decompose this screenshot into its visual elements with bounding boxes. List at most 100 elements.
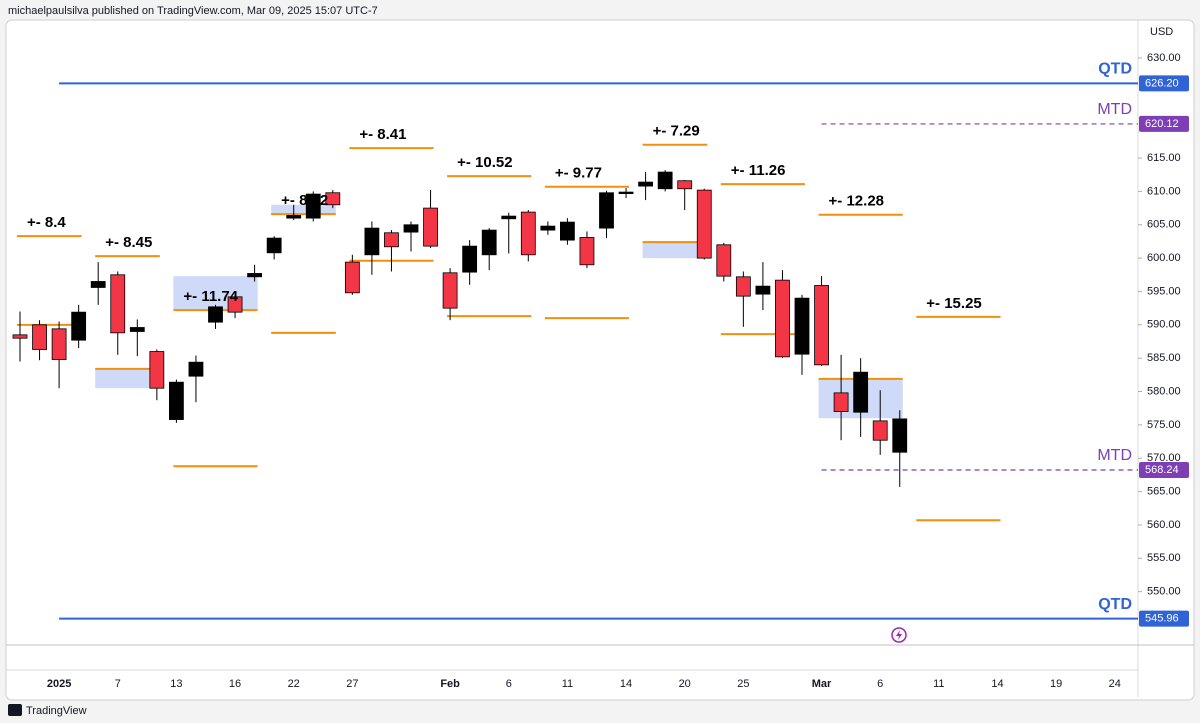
price-tag — [1139, 115, 1189, 132]
candle-body — [540, 225, 556, 231]
price-tag-label: 620.12 — [1145, 118, 1179, 130]
x-tick-label: 11 — [562, 678, 573, 690]
flash-icon[interactable] — [891, 627, 907, 643]
range-box — [642, 242, 708, 259]
footer: TradingView — [26, 705, 87, 717]
candle-body — [423, 207, 438, 247]
price-tag — [1139, 461, 1189, 478]
candle-body — [129, 327, 145, 332]
y-tick-label: 610.00 — [1147, 185, 1181, 197]
candle-body — [149, 351, 165, 389]
candle-body — [442, 272, 458, 309]
y-tick-label: 555.00 — [1147, 552, 1181, 564]
range-label: +- 11.74 — [183, 288, 238, 305]
x-tick-label: 7 — [115, 678, 121, 690]
candle-body — [481, 229, 497, 256]
range-box — [173, 276, 258, 311]
candle-body — [872, 420, 888, 441]
currency: USD — [1150, 26, 1173, 38]
candle-body — [638, 181, 653, 187]
price-tag-label: 545.96 — [1145, 612, 1179, 624]
x-tick-label: 27 — [346, 678, 358, 690]
price-tag — [1139, 75, 1189, 92]
y-tick-label: 565.00 — [1147, 485, 1181, 497]
x-tick-label: Mar — [812, 678, 832, 690]
candle-body — [677, 180, 693, 190]
y-tick-label: 575.00 — [1147, 419, 1181, 431]
candle-body — [403, 224, 419, 233]
range-label: +- 8.42 — [281, 192, 328, 209]
candle-body — [227, 296, 243, 313]
x-tick-label: 24 — [1109, 678, 1121, 690]
candle-body — [501, 215, 517, 220]
range-label: +- 11.26 — [731, 162, 786, 179]
candle-body — [735, 276, 751, 297]
chart-panel — [5, 19, 1195, 701]
candle-body — [579, 237, 595, 266]
candle-body — [364, 227, 380, 256]
y-tick-label: 580.00 — [1147, 385, 1181, 397]
candle-body — [384, 232, 399, 248]
candle-body — [266, 237, 282, 254]
y-tick-label: 600.00 — [1147, 252, 1181, 264]
candle-body — [12, 334, 28, 339]
candle-body — [618, 191, 634, 194]
candle-body — [168, 381, 184, 420]
candle-body — [110, 274, 126, 334]
level-name: MTD — [1097, 101, 1132, 118]
x-tick-label: 25 — [737, 678, 749, 690]
candle-body — [51, 328, 67, 360]
candle-body — [208, 306, 223, 323]
y-tick-label: 595.00 — [1147, 285, 1181, 297]
x-tick-label: 14 — [620, 678, 632, 690]
x-tick-label: 14 — [991, 678, 1003, 690]
price-tag-label: 568.24 — [1145, 464, 1179, 476]
candle-body — [775, 279, 790, 358]
y-tick-label: 550.00 — [1147, 586, 1181, 598]
candle-body — [32, 324, 47, 350]
candle-body — [892, 418, 908, 453]
range-box — [271, 204, 336, 215]
y-tick-label: 605.00 — [1147, 219, 1181, 231]
range-label: +- 8.41 — [359, 126, 406, 143]
range-label: +- 15.25 — [926, 295, 981, 312]
y-tick-label: 615.00 — [1147, 152, 1181, 164]
y-tick-label: 570.00 — [1147, 452, 1181, 464]
x-tick-label: 2025 — [47, 678, 71, 690]
x-tick-label: 6 — [506, 678, 512, 690]
level-name: MTD — [1097, 447, 1132, 464]
range-label: +- 8.4 — [27, 214, 66, 231]
y-tick-label: 630.00 — [1147, 52, 1181, 64]
price-tag — [1139, 610, 1189, 627]
x-tick-label: Feb — [440, 678, 460, 690]
x-tick-label: 16 — [229, 678, 241, 690]
candle-body — [90, 281, 106, 288]
candle-body — [696, 189, 712, 259]
x-tick-label: 19 — [1050, 678, 1062, 690]
candle-body — [325, 192, 341, 206]
y-tick-label: 560.00 — [1147, 519, 1181, 531]
candle-body — [305, 193, 321, 219]
candle-body — [462, 245, 478, 273]
candle-body — [814, 285, 829, 366]
y-tick-label: 590.00 — [1147, 319, 1181, 331]
x-tick-label: 13 — [170, 678, 182, 690]
candle-body — [247, 273, 263, 278]
candle-body — [657, 171, 673, 190]
x-tick-label: 6 — [877, 678, 883, 690]
candle-body — [188, 361, 204, 377]
range-label: +- 10.52 — [457, 154, 512, 171]
y-tick-label: 585.00 — [1147, 352, 1181, 364]
price-tag-label: 626.20 — [1145, 77, 1179, 89]
candle-body — [344, 261, 360, 294]
candle-body — [520, 211, 536, 256]
x-tick-label: 11 — [933, 678, 944, 690]
range-box — [95, 368, 160, 389]
candle-body — [71, 311, 87, 341]
range-label: +- 7.29 — [653, 123, 700, 140]
range-label: +- 12.28 — [829, 193, 884, 210]
range-label: +- 8.45 — [105, 234, 152, 251]
candle-body — [560, 221, 575, 241]
